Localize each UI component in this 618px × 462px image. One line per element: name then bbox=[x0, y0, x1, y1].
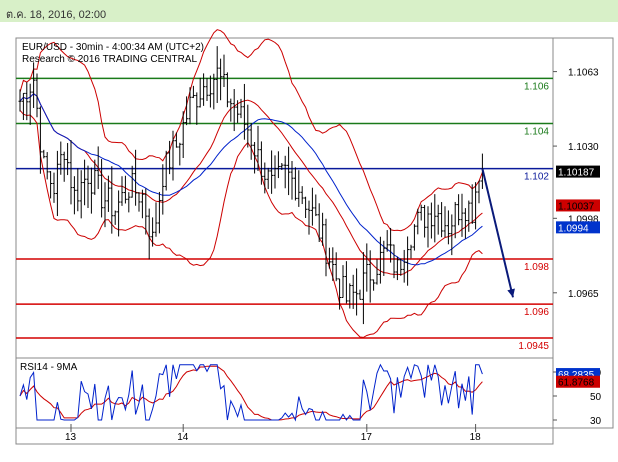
time-axis-frame bbox=[15, 427, 554, 445]
rsi-line bbox=[19, 363, 483, 422]
price-tag: 1.10187 bbox=[558, 168, 595, 179]
rsi-tag: 68.2835 bbox=[558, 370, 595, 381]
forecast-arrow bbox=[481, 168, 515, 298]
price-tag-bg bbox=[556, 199, 600, 212]
time-tick-label: 14 bbox=[177, 432, 189, 443]
bollinger-upper bbox=[19, 29, 483, 232]
rsi-tag-bg bbox=[556, 375, 600, 388]
level-label: 1.106 bbox=[524, 81, 549, 92]
rsi-lines bbox=[19, 363, 483, 422]
level-label: 1.096 bbox=[524, 307, 549, 318]
price-bars bbox=[18, 46, 484, 325]
chart-title: EUR/USD - 30min - 4:00:34 AM (UTC+2) bbox=[22, 42, 204, 53]
time-axis: 13 14 17 18 bbox=[65, 424, 481, 443]
price-tick-label: 1.0998 bbox=[568, 214, 599, 225]
time-tick-label: 13 bbox=[65, 432, 77, 443]
date-bar: ต.ค. 18, 2016, 02:00 bbox=[0, 0, 618, 22]
forecast-arrow-head bbox=[507, 288, 515, 298]
price-tick-label: 1.0965 bbox=[568, 289, 599, 300]
price-tag-bg bbox=[556, 165, 600, 178]
rsi-tag: 61.8768 bbox=[558, 378, 595, 389]
rsi-title: RSI14 - 9MA bbox=[20, 362, 78, 373]
price-tag: 1.0994 bbox=[558, 223, 589, 234]
price-tag: 1.10037 bbox=[558, 201, 595, 212]
date-label: ต.ค. 18, 2016, 02:00 bbox=[6, 9, 107, 21]
level-label: 1.098 bbox=[524, 262, 549, 273]
price-tick-label: 1.1030 bbox=[568, 142, 599, 153]
level-label: 1.0945 bbox=[518, 341, 549, 352]
level-lines: 1.106 1.104 1.102 1.098 1.096 1.0945 bbox=[16, 77, 553, 352]
forecast-arrow-shaft bbox=[481, 168, 514, 298]
time-tick-label: 17 bbox=[361, 432, 373, 443]
time-tick-label: 18 bbox=[470, 432, 482, 443]
level-label: 1.104 bbox=[524, 127, 549, 138]
level-label: 1.102 bbox=[524, 172, 549, 183]
rsi-tick-label: 50 bbox=[590, 392, 602, 403]
price-tick-label: 1.1063 bbox=[568, 68, 599, 79]
rsi-panel-frame bbox=[15, 357, 554, 429]
chart-subtitle: Research © 2016 TRADING CENTRAL bbox=[22, 54, 197, 65]
rsi-tick-label: 30 bbox=[590, 416, 602, 427]
bollinger-middle bbox=[19, 93, 483, 276]
price-tag-bg bbox=[556, 221, 600, 234]
